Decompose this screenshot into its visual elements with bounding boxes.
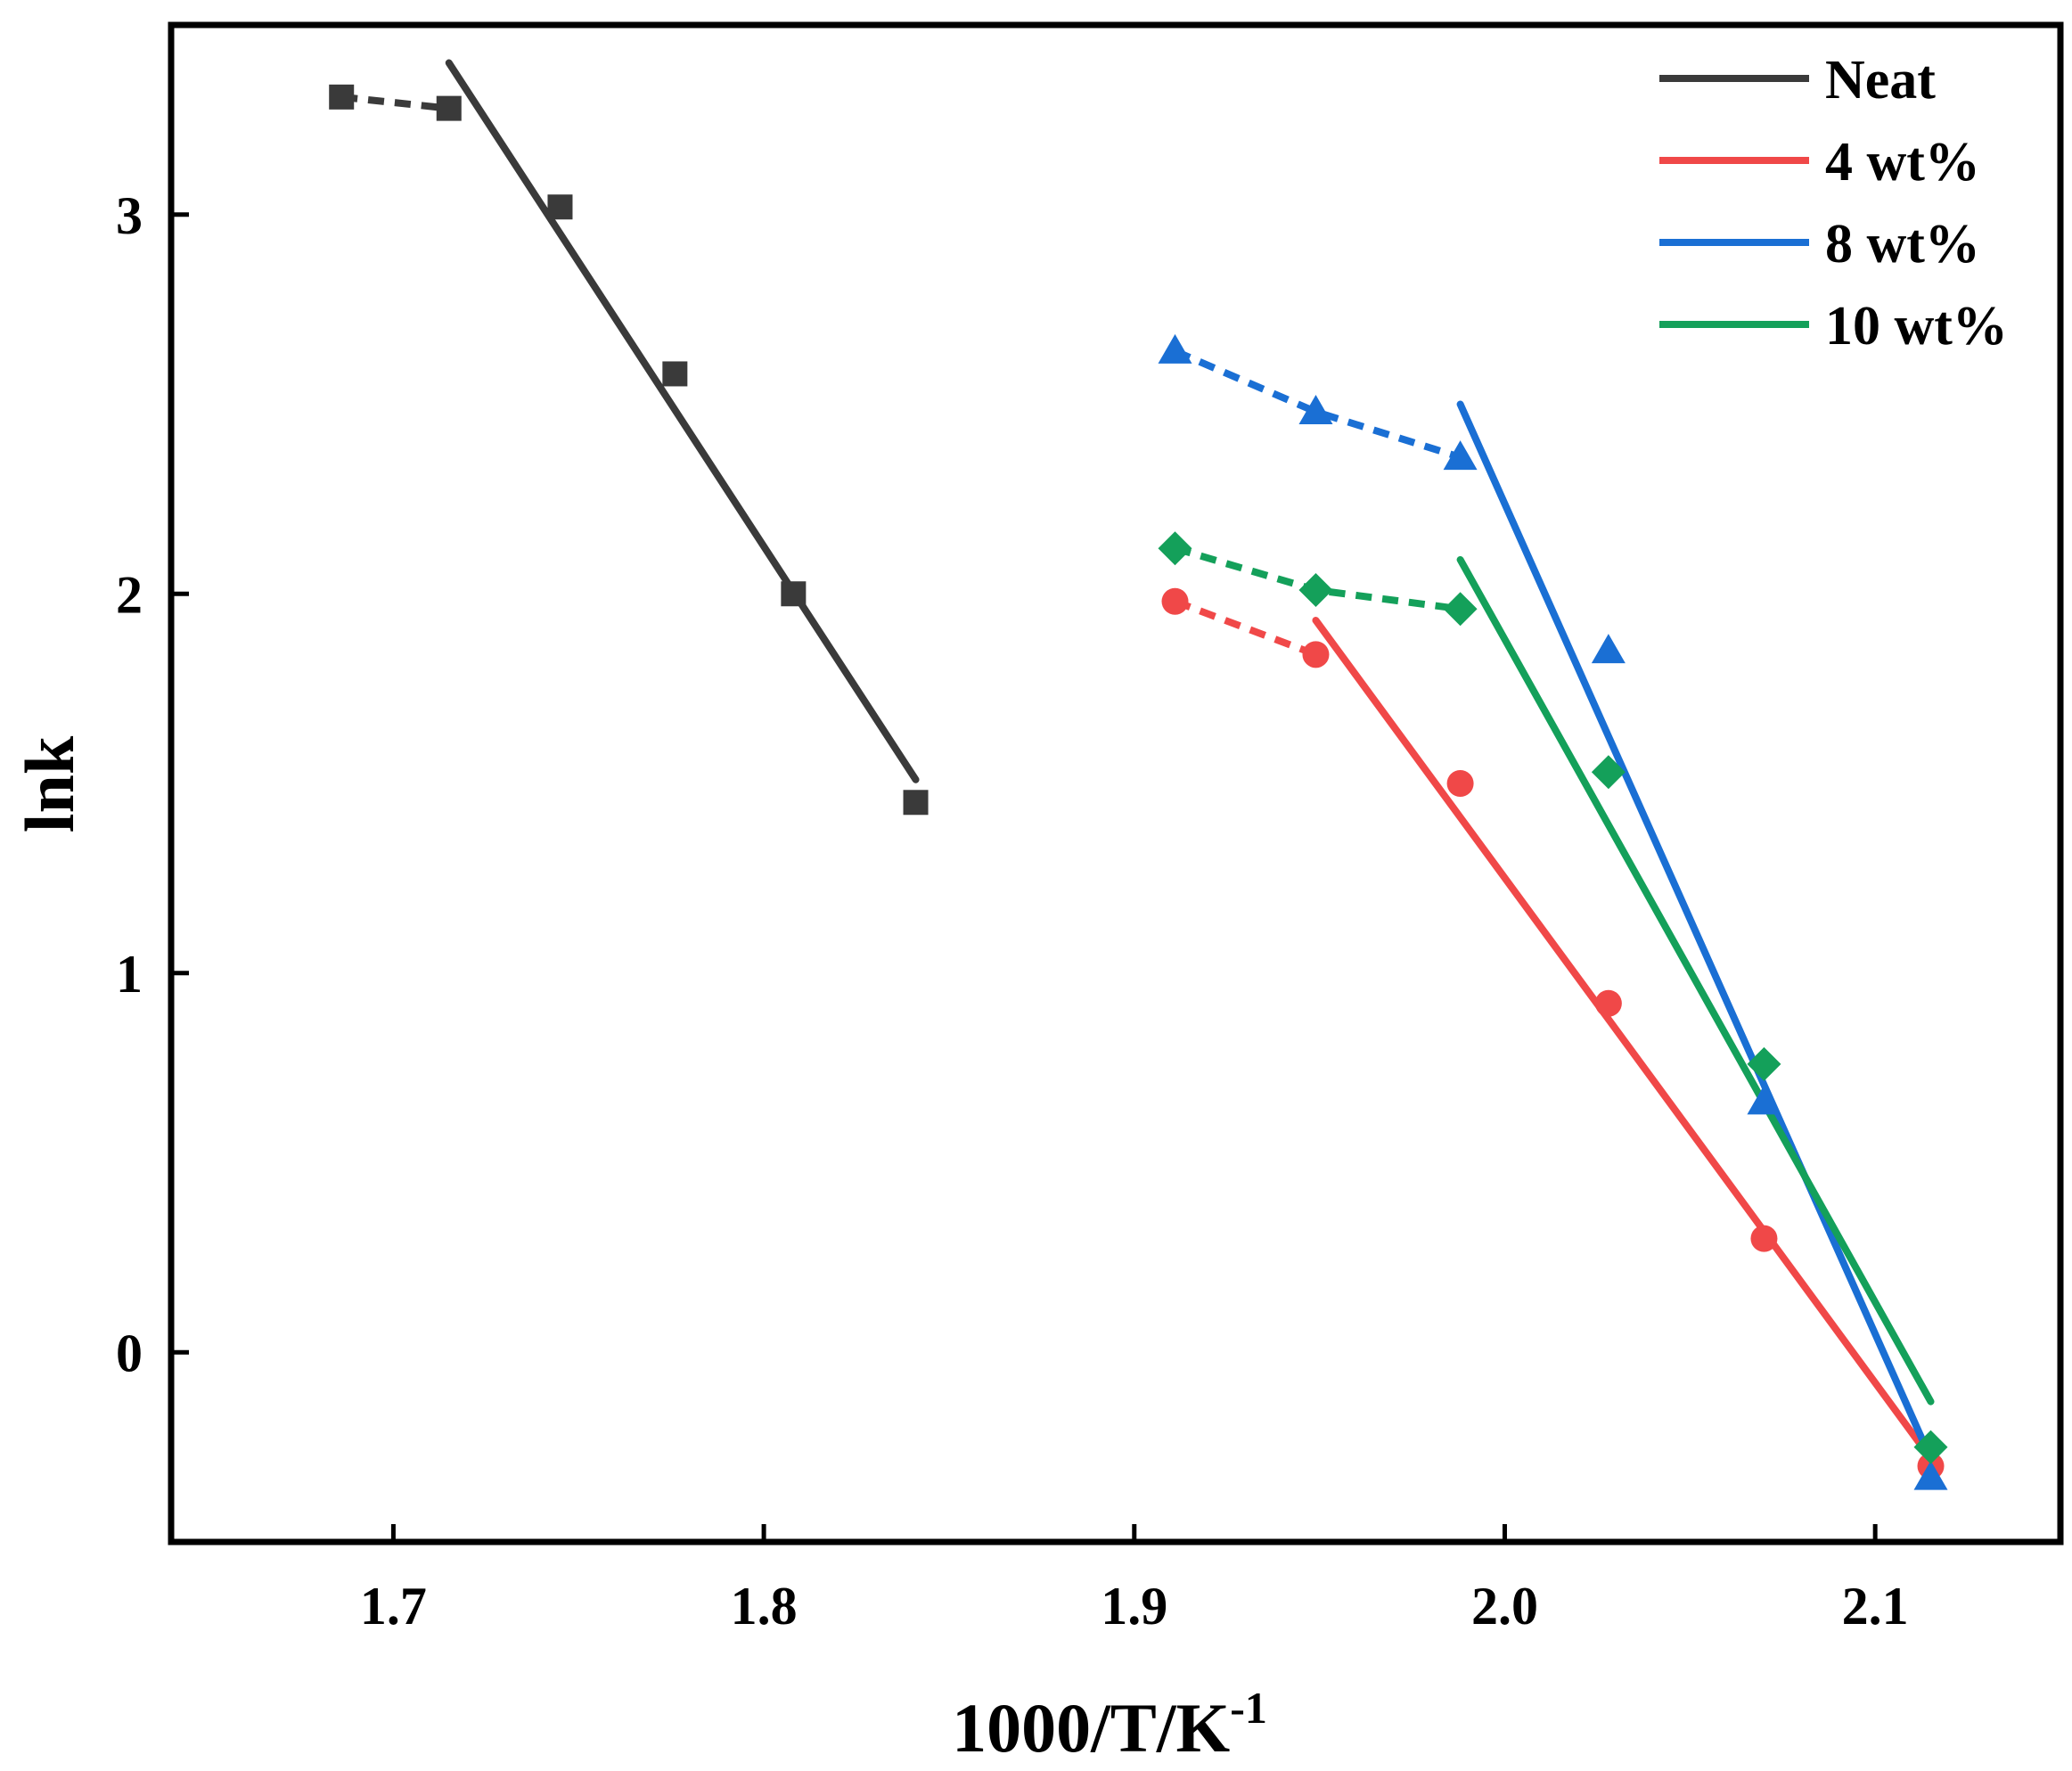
dashed-line-neat: [340, 93, 450, 112]
data-point-4-wt: [1446, 770, 1474, 797]
plot-frame-group: [168, 21, 2064, 1546]
data-point-10-wt: [1591, 755, 1626, 790]
data-point-10-wt: [1747, 1046, 1781, 1081]
x-tick-label: 1.9: [1101, 1577, 1167, 1636]
fit-line-10-wt: [1456, 555, 1935, 1406]
x-tick-label: 2.1: [1842, 1577, 1909, 1636]
fit-lines-group: [445, 59, 1935, 1463]
x-tick-label: 1.8: [731, 1577, 798, 1636]
y-tick-label: 1: [116, 945, 143, 1004]
x-tick-label: 2.0: [1471, 1577, 1538, 1636]
data-point-8-wt: [1298, 395, 1333, 425]
data-point-4-wt: [1750, 1225, 1778, 1252]
legend-label-4-wt: 4 wt%: [1825, 132, 1980, 193]
x-axis-title-superscript: -1: [1230, 1683, 1267, 1733]
x-axis-title-base: 1000/T/K: [952, 1689, 1230, 1767]
legend: Neat 4 wt% 8 wt% 10 wt%: [1659, 50, 2008, 357]
data-point-8-wt: [1913, 1460, 1948, 1490]
data-markers-group: [329, 84, 1948, 1490]
y-tick-label: 0: [116, 1324, 143, 1382]
y-axis-title: lnk: [11, 735, 88, 832]
data-point-8-wt: [1591, 634, 1626, 664]
y-tick-label: 2: [116, 565, 143, 624]
dashed-segments-group: [340, 93, 1462, 659]
dashed-line-8-wt: [1173, 348, 1462, 461]
legend-label-neat: Neat: [1825, 50, 1936, 111]
data-point-4-wt: [1302, 641, 1330, 668]
data-point-4-wt: [1161, 587, 1189, 615]
legend-label-8-wt: 8 wt%: [1825, 214, 1980, 275]
fit-line-neat: [445, 59, 920, 783]
data-point-8-wt: [1443, 440, 1478, 471]
data-point-8-wt: [1158, 333, 1192, 364]
data-point-neat: [329, 84, 355, 110]
axis-ticks-group: 1.7 1.8 1.9 2.0 2.1 0 1 2 3: [116, 186, 1909, 1636]
data-point-neat: [436, 95, 462, 121]
data-point-10-wt: [1443, 592, 1478, 627]
fit-line-4-wt: [1312, 617, 1935, 1463]
data-point-4-wt: [1594, 989, 1622, 1017]
data-point-8-wt: [1747, 1085, 1781, 1115]
data-point-neat: [547, 194, 573, 220]
plot-frame: [168, 21, 2064, 1546]
data-point-10-wt: [1158, 531, 1192, 566]
data-point-neat: [903, 790, 929, 816]
y-tick-label: 3: [116, 186, 143, 245]
dashed-line-4-wt: [1174, 598, 1317, 659]
x-axis-title: 1000/T/K-1: [952, 1683, 1267, 1767]
x-tick-label: 1.7: [360, 1577, 427, 1636]
fit-line-8-wt: [1456, 400, 1935, 1463]
data-point-10-wt: [1913, 1430, 1948, 1464]
data-point-neat: [662, 361, 688, 387]
data-point-10-wt: [1298, 572, 1333, 607]
legend-label-10-wt: 10 wt%: [1825, 296, 2008, 357]
data-point-neat: [781, 581, 807, 607]
